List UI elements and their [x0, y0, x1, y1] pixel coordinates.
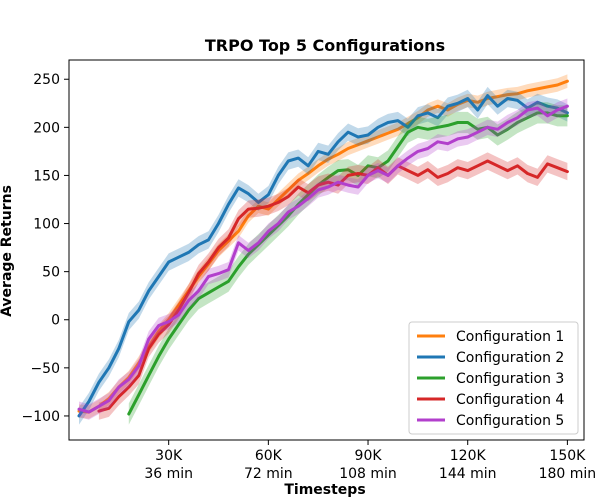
plot-area [77, 74, 569, 425]
x-tick-label: 30K [155, 448, 183, 464]
x-axis: 30K 36 min 60K 72 min 90K 108 min 120K 144 min 1… [144, 440, 596, 482]
legend-label: Configuration 3 [456, 371, 564, 387]
legend-label: Configuration 2 [456, 350, 564, 366]
legend-item: Configuration 1 [417, 329, 564, 345]
series-2-line [77, 94, 569, 418]
x-tick-sublabel: 180 min [539, 466, 597, 482]
legend-item: Configuration 2 [417, 350, 564, 366]
y-tick-label: −50 [30, 361, 60, 377]
legend-item: Configuration 3 [417, 371, 564, 387]
y-tick-label: 200 [33, 120, 60, 136]
legend-box [408, 321, 579, 435]
series-5 [77, 98, 569, 420]
series-3-confidence-band [128, 102, 568, 425]
x-axis-title: Timesteps [284, 482, 365, 497]
plot-frame [68, 59, 585, 441]
x-tick-label: 90K [355, 448, 383, 464]
series-2 [77, 86, 569, 425]
series-3 [127, 102, 569, 425]
x-tick-label: 120K [450, 448, 487, 464]
y-tick-label: 50 [42, 265, 60, 281]
x-tick-sublabel: 36 min [144, 466, 193, 482]
y-tick-label: −100 [22, 409, 60, 425]
series-3-line [127, 111, 569, 416]
x-tick-sublabel: 144 min [439, 466, 497, 482]
series-5-line [77, 104, 569, 414]
y-tick-label: 100 [33, 217, 60, 233]
y-tick-label: 0 [51, 313, 60, 329]
x-tick-sublabel: 72 min [244, 466, 293, 482]
legend: Configuration 1 Configuration 2 Configurat… [408, 321, 579, 435]
y-axis: −100 −50 0 50 100 150 200 250 [22, 72, 69, 425]
y-axis-title: Average Returns [0, 185, 15, 317]
x-tick-label: 60K [255, 448, 283, 464]
series-2-confidence-band [79, 86, 568, 425]
legend-item: Configuration 5 [417, 413, 564, 429]
legend-label: Configuration 1 [456, 329, 564, 345]
y-tick-label: 150 [33, 168, 60, 184]
x-tick-label: 150K [549, 448, 586, 464]
legend-item: Configuration 4 [417, 392, 564, 408]
y-tick-label: 250 [33, 72, 60, 88]
chart-title: TRPO Top 5 Configurations [205, 36, 445, 55]
series-1-confidence-band [79, 74, 568, 419]
series-5-confidence-band [79, 98, 568, 420]
x-tick-sublabel: 108 min [339, 466, 397, 482]
legend-label: Configuration 5 [456, 413, 564, 429]
legend-label: Configuration 4 [456, 392, 564, 408]
